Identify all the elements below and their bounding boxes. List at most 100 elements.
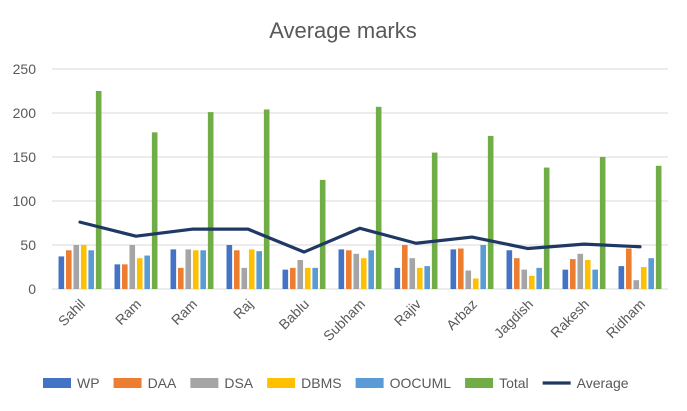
bar-oocuml bbox=[424, 266, 430, 289]
bar-total bbox=[543, 167, 550, 289]
legend-label: DSA bbox=[224, 375, 253, 391]
legend-item-total: Total bbox=[465, 375, 529, 391]
bar-dbms bbox=[360, 258, 367, 289]
legend-label: DAA bbox=[148, 375, 177, 391]
bar-oocuml bbox=[536, 267, 542, 289]
bar-wp bbox=[282, 269, 289, 289]
bar-total bbox=[375, 106, 382, 289]
bar-daa bbox=[234, 250, 240, 289]
bars bbox=[58, 91, 662, 290]
legend-item-daa: DAA bbox=[113, 375, 177, 391]
bar-dsa bbox=[409, 258, 416, 289]
x-tick-label: Arbaz bbox=[443, 296, 480, 333]
bar-oocuml bbox=[648, 258, 654, 289]
x-tick-label: Sahil bbox=[55, 296, 88, 329]
y-tick-label: 100 bbox=[13, 193, 37, 209]
bar-total bbox=[151, 132, 158, 289]
legend-label: Average bbox=[577, 375, 629, 391]
bar-daa bbox=[458, 248, 464, 289]
legend-item-dsa: DSA bbox=[190, 375, 254, 391]
bar-daa bbox=[66, 250, 72, 289]
line-average bbox=[78, 220, 642, 254]
legend-label: Total bbox=[499, 375, 529, 391]
bar-total bbox=[207, 112, 214, 290]
bar-total bbox=[599, 157, 606, 289]
bar-oocuml bbox=[88, 250, 94, 289]
bar-daa bbox=[346, 250, 352, 289]
bar-daa bbox=[514, 258, 520, 289]
x-tick-label: Raj bbox=[230, 296, 256, 322]
bar-wp bbox=[338, 249, 345, 289]
legend-label: WP bbox=[77, 375, 100, 391]
y-tick-label: 50 bbox=[20, 237, 36, 253]
bar-dbms bbox=[416, 267, 423, 289]
bar-oocuml bbox=[368, 250, 374, 289]
bar-oocuml bbox=[480, 245, 486, 289]
bar-oocuml bbox=[312, 267, 318, 289]
legend-swatch bbox=[355, 378, 384, 388]
x-tick-label: Ram bbox=[168, 296, 200, 328]
bar-wp bbox=[618, 266, 625, 289]
legend-swatch bbox=[465, 378, 494, 388]
bar-dbms bbox=[248, 249, 255, 289]
legend-item-dbms: DBMS bbox=[267, 375, 342, 391]
x-tick-label: Ridham bbox=[603, 296, 648, 341]
bar-daa bbox=[290, 267, 296, 289]
bar-dbms bbox=[304, 267, 311, 289]
bar-wp bbox=[226, 245, 233, 289]
legend-label: OOCUML bbox=[390, 375, 452, 391]
bar-dsa bbox=[185, 249, 192, 289]
legend: WP DAA DSA DBMS OOCUML Total Average bbox=[43, 375, 629, 391]
bar-oocuml bbox=[256, 251, 262, 289]
x-axis-ticks: Sahil Ram Ram Raj Bablu Subham Rajiv Arbaz Jagdi… bbox=[55, 296, 648, 344]
bar-wp bbox=[506, 250, 513, 289]
legend-item-oocuml: OOCUML bbox=[355, 375, 452, 391]
y-tick-label: 250 bbox=[13, 61, 37, 77]
x-tick-label: Subham bbox=[320, 296, 368, 344]
y-tick-label: 150 bbox=[13, 149, 37, 165]
bar-dsa bbox=[465, 270, 472, 289]
bar-dsa bbox=[521, 269, 528, 289]
legend-item-average: Average bbox=[542, 375, 629, 391]
bar-dbms bbox=[80, 245, 87, 289]
bar-daa bbox=[570, 259, 576, 289]
bar-dbms bbox=[640, 267, 647, 289]
bar-wp bbox=[394, 267, 401, 289]
bar-dsa bbox=[633, 280, 640, 289]
y-axis-ticks: 0 50 100 150 200 250 bbox=[13, 61, 37, 297]
bar-wp bbox=[58, 256, 65, 289]
bar-dsa bbox=[577, 253, 584, 289]
bar-daa bbox=[626, 248, 632, 289]
bar-oocuml bbox=[592, 269, 598, 289]
bar-wp bbox=[450, 249, 457, 289]
bar-dsa bbox=[297, 259, 304, 289]
bar-dsa bbox=[241, 267, 248, 289]
bar-oocuml bbox=[200, 250, 206, 289]
legend-swatch bbox=[113, 378, 142, 388]
bar-wp bbox=[114, 264, 121, 289]
bar-dbms bbox=[472, 278, 479, 289]
x-tick-label: Jagdish bbox=[491, 296, 536, 341]
bar-total bbox=[319, 179, 326, 289]
x-tick-label: Bablu bbox=[275, 296, 312, 333]
bar-dbms bbox=[192, 250, 199, 289]
bar-wp bbox=[562, 269, 569, 289]
bar-wp bbox=[170, 249, 177, 289]
legend-label: DBMS bbox=[301, 375, 341, 391]
bar-total bbox=[431, 152, 438, 289]
bar-daa bbox=[122, 264, 128, 289]
bar-total bbox=[263, 109, 270, 289]
x-tick-label: Rajiv bbox=[391, 296, 424, 329]
x-tick-label: Rakesh bbox=[547, 296, 592, 341]
bar-dbms bbox=[584, 259, 591, 289]
legend-swatch bbox=[43, 378, 71, 388]
bar-dsa bbox=[353, 253, 360, 289]
bar-total bbox=[655, 165, 662, 289]
y-tick-label: 0 bbox=[28, 281, 36, 297]
bar-total bbox=[95, 91, 102, 289]
bar-dsa bbox=[73, 245, 80, 289]
legend-swatch bbox=[190, 378, 219, 388]
chart-title: Average marks bbox=[269, 18, 417, 43]
